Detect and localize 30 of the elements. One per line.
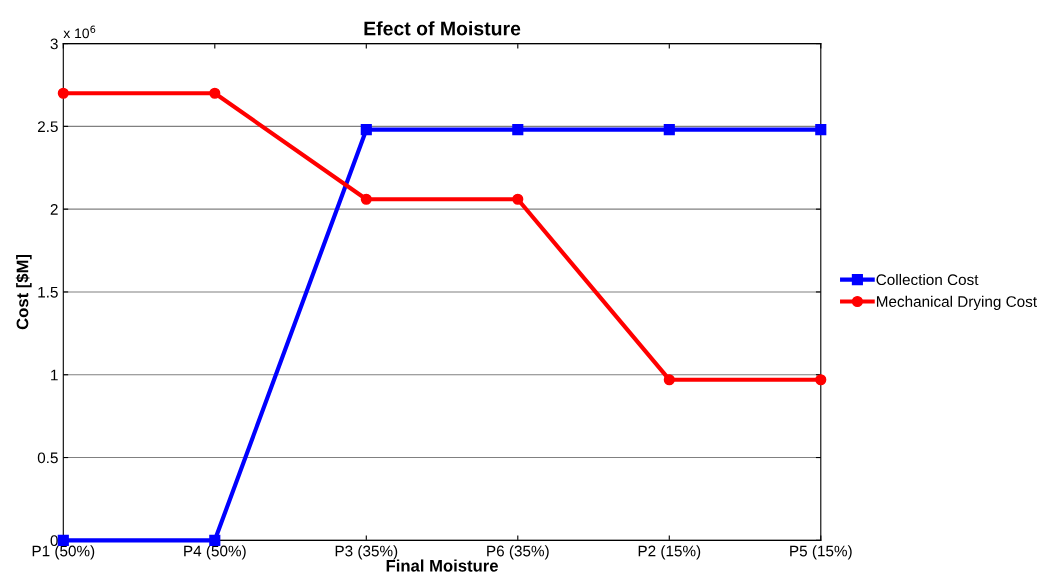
point <box>815 124 827 136</box>
y-tick-label: 0 <box>50 535 58 547</box>
y-tick-label: 0.5 <box>37 452 58 464</box>
y-tick-label: 1.5 <box>38 286 58 298</box>
point <box>663 374 675 386</box>
y-tick-label: 2.5 <box>37 121 58 133</box>
point <box>512 124 524 136</box>
x-tick-label: P3 (35%) <box>335 545 398 560</box>
x-tick-label: P5 (15%) <box>790 545 852 560</box>
legend-label: Collection Cost <box>876 273 979 286</box>
point <box>209 87 221 99</box>
y-tick-label: 1 <box>51 369 58 381</box>
y-tick-label: 2 <box>50 204 58 215</box>
legend-label: Mechanical Drying Cost <box>876 295 1037 311</box>
x-tick-label: P1 (50%) <box>32 545 95 560</box>
point <box>209 534 221 546</box>
y-tick-label: 3 <box>50 38 58 50</box>
x-tick-label: P2 (15%) <box>638 545 701 560</box>
y-axis-title: Cost [$M] <box>15 254 32 330</box>
point <box>57 87 69 99</box>
x-axis-title: Final Moisture <box>386 559 498 572</box>
point <box>360 193 372 205</box>
point <box>360 124 372 136</box>
x-tick-label: P4 (50%) <box>184 545 246 560</box>
chart-title: Efect of Moisture <box>364 21 521 36</box>
x-tick-label: P6 (35%) <box>487 545 549 560</box>
text: x 10$^{6}$ <box>63 25 96 39</box>
point <box>663 124 675 136</box>
point <box>815 374 827 386</box>
point <box>512 193 524 205</box>
